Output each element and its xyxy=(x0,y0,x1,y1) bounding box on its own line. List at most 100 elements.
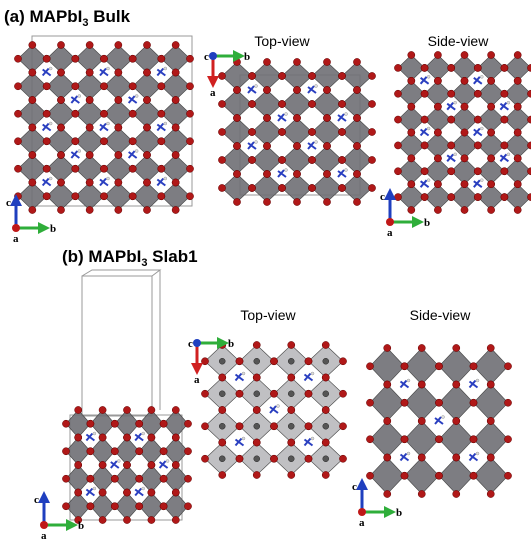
octahedron xyxy=(450,157,479,185)
iodine-atom xyxy=(263,58,271,66)
iodine-atom xyxy=(513,154,522,163)
iodine-atom xyxy=(434,180,442,189)
iodine-atom xyxy=(71,54,80,63)
iodine-atom xyxy=(85,151,94,159)
iodine-atom xyxy=(128,54,137,63)
octahedron xyxy=(46,127,76,156)
iodine-atom xyxy=(252,406,261,414)
iodine-atom xyxy=(287,471,296,479)
iodine-atom xyxy=(304,357,313,366)
ma-molecule xyxy=(303,437,314,447)
h-atom xyxy=(165,459,170,463)
h-atom xyxy=(48,121,53,126)
h-atom xyxy=(163,176,168,181)
iodine-atom xyxy=(123,461,131,469)
iodine-atom xyxy=(487,154,495,163)
iodine-atom xyxy=(42,192,51,201)
octahedron xyxy=(281,173,313,203)
iodine-atom xyxy=(85,96,94,104)
h-atom xyxy=(310,371,315,376)
iodine-atom xyxy=(157,192,166,201)
octahedron xyxy=(473,457,509,495)
iodine-atom xyxy=(248,100,256,108)
iodine-atom xyxy=(143,41,151,49)
ma-molecule xyxy=(446,153,456,163)
iodine-atom xyxy=(85,123,94,132)
iodine-atom xyxy=(434,154,442,163)
view-label: Side-view xyxy=(410,307,472,323)
ma-molecule xyxy=(156,122,166,132)
vacuum-box xyxy=(81,269,162,410)
octahedron xyxy=(438,347,474,385)
iodine-atom xyxy=(452,490,461,498)
iodine-atom xyxy=(434,206,442,214)
iodine-atom xyxy=(407,154,416,163)
vacuum-box xyxy=(81,275,153,417)
iodine-atom xyxy=(157,164,166,173)
iodine-atom xyxy=(123,406,131,414)
iodine-atom xyxy=(513,76,522,85)
iodine-atom xyxy=(321,438,330,447)
h-atom xyxy=(117,459,121,463)
iodine-atom xyxy=(353,170,361,178)
iodine-atom xyxy=(323,198,331,206)
octahedron xyxy=(74,44,105,73)
octahedron xyxy=(369,384,405,422)
iodine-atom xyxy=(248,184,256,192)
iodine-atom xyxy=(527,167,531,176)
iodine-atom xyxy=(157,137,166,146)
ma-molecule xyxy=(158,460,169,469)
h-atom xyxy=(310,436,315,441)
octahedron xyxy=(281,117,313,147)
iodine-atom xyxy=(57,68,65,77)
iodine-atom xyxy=(293,170,301,178)
iodine-atom xyxy=(323,142,331,150)
ma-molecule xyxy=(307,85,317,94)
iodine-atom xyxy=(400,471,409,480)
octahedron xyxy=(74,154,105,183)
iodine-atom xyxy=(278,100,286,108)
iodine-atom xyxy=(293,58,301,66)
iodine-atom xyxy=(447,64,456,72)
iodine-atom xyxy=(500,167,509,176)
iodine-atom xyxy=(186,164,194,173)
h-atom xyxy=(106,66,110,71)
octahedron xyxy=(341,173,373,203)
iodine-atom xyxy=(86,447,95,456)
h-atom xyxy=(441,415,445,419)
iodine-atom xyxy=(171,406,180,414)
iodine-atom xyxy=(135,419,144,428)
iodine-atom xyxy=(513,206,522,214)
iodine-atom xyxy=(85,68,94,77)
octahedron xyxy=(477,183,505,211)
h-atom xyxy=(480,126,484,131)
octahedron xyxy=(397,106,426,133)
iodine-atom xyxy=(201,454,209,463)
iodine-atom xyxy=(85,178,94,187)
iodine-atom xyxy=(62,419,70,428)
iodine-atom xyxy=(368,72,376,80)
ma-molecule xyxy=(41,122,52,132)
iodine-atom xyxy=(504,362,512,371)
iodine-atom xyxy=(57,151,65,159)
iodine-atom xyxy=(71,82,80,91)
ma-molecule xyxy=(99,67,109,77)
iodine-atom xyxy=(114,206,123,214)
octahedron xyxy=(103,127,134,156)
iodine-atom xyxy=(460,180,469,189)
title-text: Slab1 xyxy=(147,247,197,266)
iodine-atom xyxy=(270,454,278,463)
octahedron xyxy=(17,99,48,128)
iodine-atom xyxy=(218,373,227,382)
iodine-atom xyxy=(338,72,346,80)
iodine-atom xyxy=(28,41,37,49)
iodine-atom xyxy=(218,72,226,80)
h-atom xyxy=(106,121,110,126)
ma-molecule xyxy=(473,76,483,85)
axis-a xyxy=(40,521,48,529)
iodine-atom xyxy=(353,142,361,150)
h-atom xyxy=(453,100,457,105)
iodine-atom xyxy=(447,115,456,124)
octahedron xyxy=(397,80,426,108)
iodine-atom xyxy=(452,344,461,352)
